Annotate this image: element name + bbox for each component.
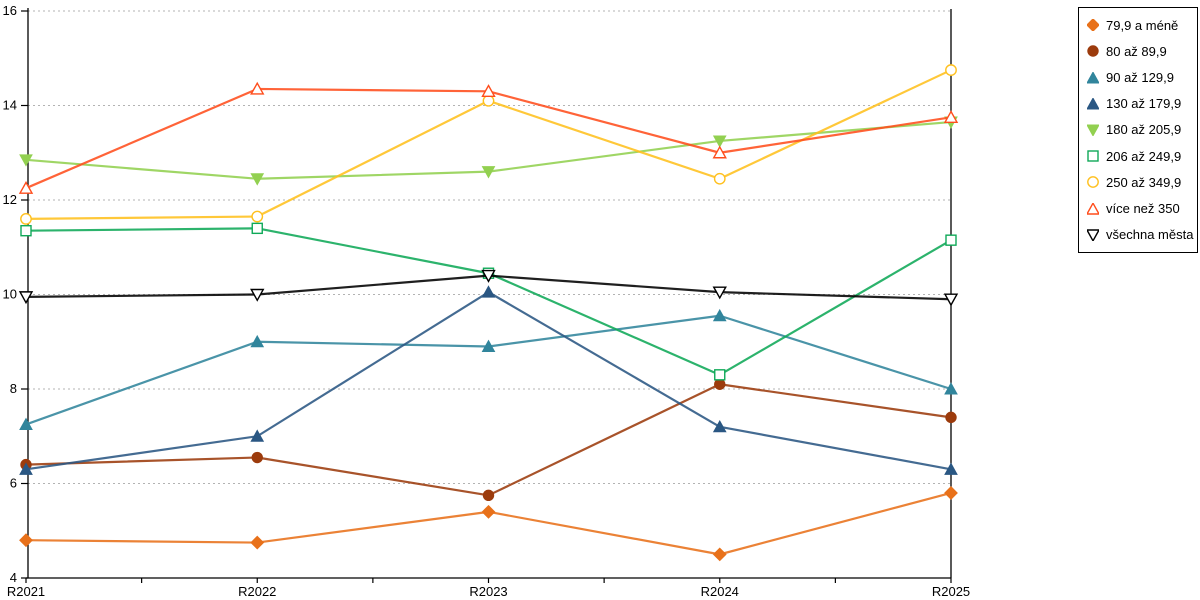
circle-marker	[713, 172, 726, 185]
legend: 79,9 a méně 80 až 89,9 90 až 129,9 130 a…	[1078, 7, 1198, 253]
circle-marker	[20, 212, 32, 225]
square-marker	[251, 222, 263, 235]
y-axis-tick-label: 14	[3, 98, 17, 113]
diamond-icon	[1087, 19, 1099, 32]
diamond-marker	[19, 533, 33, 548]
legend-item: 80 až 89,9	[1087, 40, 1197, 62]
y-axis-tick-label: 16	[3, 3, 17, 18]
legend-item: 90 až 129,9	[1087, 67, 1197, 89]
legend-label: 180 až 205,9	[1106, 122, 1182, 138]
x-axis-tick-label: R2022	[238, 584, 276, 599]
square-marker	[20, 225, 32, 237]
circle-icon	[1087, 176, 1099, 189]
y-axis-tick-label: 6	[10, 476, 17, 491]
legend-item: 206 až 249,9	[1087, 145, 1197, 167]
triangle-up-marker	[250, 429, 265, 442]
series-line	[25, 227, 952, 376]
circle-marker	[945, 411, 957, 424]
triangle-up-marker	[250, 81, 265, 95]
legend-item: 79,9 a méně	[1087, 14, 1197, 36]
legend-label: 90 až 129,9	[1106, 70, 1174, 86]
legend-label: všechna města	[1106, 227, 1194, 243]
square-marker	[945, 234, 957, 246]
triangle-up-marker	[250, 334, 265, 348]
legend-label: 250 až 349,9	[1106, 174, 1182, 190]
x-axis-tick-label: R2024	[701, 584, 739, 599]
legend-item: všechna města	[1087, 224, 1197, 246]
triangle-down-marker	[250, 173, 265, 186]
legend-label: 206 až 249,9	[1106, 148, 1182, 164]
y-axis-tick-label: 12	[3, 192, 17, 207]
circle-marker	[251, 210, 264, 223]
triangle-down-icon	[1087, 229, 1099, 241]
triangle-down-marker	[943, 293, 959, 307]
diamond-marker	[944, 486, 958, 500]
series-line	[25, 491, 952, 556]
triangle-up-marker	[481, 339, 496, 352]
triangle-up-marker	[943, 110, 959, 124]
series-line	[25, 314, 952, 426]
circle-icon	[1087, 45, 1099, 58]
diamond-marker	[481, 504, 496, 519]
triangle-up-icon	[1087, 71, 1099, 84]
triangle-down-marker	[18, 291, 34, 305]
square-marker	[714, 369, 726, 381]
square-icon	[1087, 150, 1099, 162]
x-axis-tick-label: R2025	[932, 584, 970, 599]
series-line	[25, 383, 952, 497]
triangle-up-marker	[944, 462, 958, 475]
triangle-down-marker	[250, 288, 265, 302]
series-line	[25, 291, 952, 471]
triangle-up-icon	[1087, 202, 1099, 215]
triangle-down-marker	[19, 154, 33, 167]
triangle-down-icon	[1087, 124, 1099, 136]
y-axis-tick-label: 4	[10, 570, 17, 585]
legend-label: 79,9 a méně	[1106, 17, 1179, 33]
triangle-down-marker	[481, 269, 496, 283]
circle-marker	[714, 378, 726, 390]
circle-marker	[251, 451, 263, 464]
legend-item: 180 až 205,9	[1087, 119, 1197, 141]
diamond-marker	[712, 547, 727, 562]
circle-marker	[482, 489, 495, 502]
triangle-up-marker	[712, 308, 727, 322]
triangle-down-marker	[712, 286, 727, 300]
legend-item: více než 350	[1087, 198, 1197, 220]
legend-label: více než 350	[1106, 201, 1180, 217]
triangle-up-marker	[712, 145, 727, 159]
legend-label: 130 až 179,9	[1106, 96, 1182, 112]
triangle-up-marker	[19, 417, 33, 430]
legend-item: 130 až 179,9	[1087, 93, 1197, 115]
x-axis-tick-label: R2021	[7, 584, 45, 599]
diamond-marker	[250, 535, 265, 550]
circle-marker	[482, 94, 495, 107]
triangle-up-icon	[1087, 97, 1099, 110]
triangle-up-marker	[18, 180, 34, 194]
circle-marker	[945, 64, 957, 76]
triangle-up-marker	[712, 419, 727, 433]
triangle-down-marker	[712, 135, 727, 148]
legend-label: 80 až 89,9	[1106, 43, 1167, 59]
y-axis-tick-label: 10	[3, 287, 17, 302]
triangle-down-marker	[481, 166, 496, 179]
x-axis-tick-label: R2023	[469, 584, 507, 599]
y-axis-tick-label: 8	[10, 381, 17, 396]
legend-item: 250 až 349,9	[1087, 171, 1197, 193]
triangle-up-marker	[481, 84, 496, 98]
triangle-up-marker	[481, 285, 496, 298]
triangle-up-marker	[19, 462, 33, 475]
triangle-up-marker	[944, 382, 958, 395]
